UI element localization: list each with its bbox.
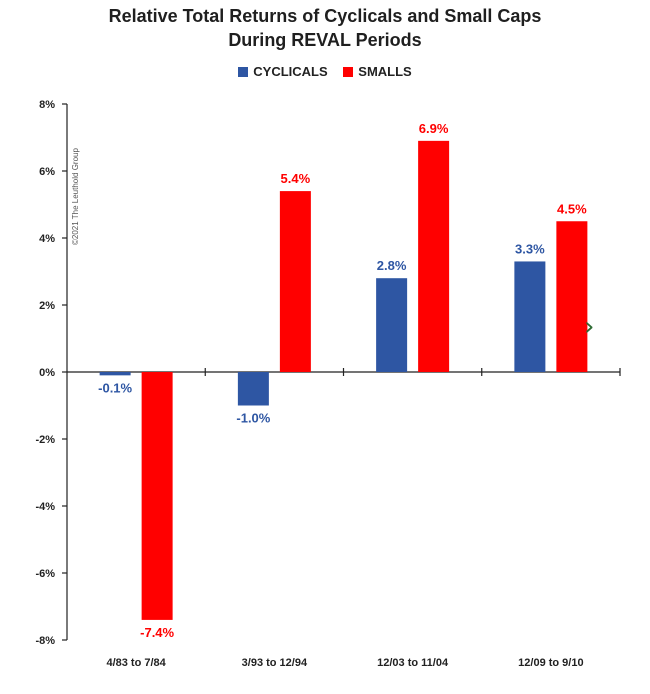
copyright-annotation: ©2021 The Leuthold Group <box>71 148 80 245</box>
legend-label-smalls: SMALLS <box>358 64 412 79</box>
data-label-cyclicals: 3.3% <box>515 241 545 256</box>
data-label-smalls: 5.4% <box>281 171 311 186</box>
bar-cyclicals <box>514 261 546 372</box>
legend-swatch-smalls <box>343 67 354 77</box>
x-tick-label: 4/83 to 7/84 <box>106 657 166 669</box>
bars <box>99 140 588 620</box>
x-tick-label: 12/09 to 9/10 <box>518 657 583 669</box>
data-label-cyclicals: -1.0% <box>236 411 270 426</box>
x-tick-label: 3/93 to 12/94 <box>242 657 308 669</box>
chart-title-line-2: During REVAL Periods <box>228 30 422 50</box>
y-tick-label: 6% <box>39 166 55 178</box>
chevron-right-icon[interactable]: › <box>584 312 594 342</box>
y-tick-label: 8% <box>39 99 55 111</box>
x-tick-label: 12/03 to 11/04 <box>377 657 449 669</box>
bar-cyclicals <box>376 278 408 372</box>
bar-cyclicals <box>237 372 269 406</box>
bar-smalls <box>279 191 311 372</box>
legend-swatch-cyclicals <box>238 67 249 77</box>
chart-title-line-1: Relative Total Returns of Cyclicals and … <box>108 6 542 26</box>
data-label-cyclicals: 2.8% <box>377 258 407 273</box>
y-tick-label: 2% <box>39 300 55 312</box>
data-label-cyclicals: -0.1% <box>98 380 132 395</box>
y-tick-label: -6% <box>35 568 55 580</box>
y-tick-label: 4% <box>39 233 55 245</box>
legend-item-cyclicals: CYCLICALS <box>238 64 328 79</box>
legend-item-smalls: SMALLS <box>343 64 412 79</box>
data-labels: -0.1% -7.4% -1.0% 5.4% 2.8% 6.9% 3.3% 4.5% <box>98 121 587 640</box>
axes: 8% 6% 4% 2% 0% -2% -4% -6% -8% 4/83 to 7/84 3/93 t… <box>35 99 621 669</box>
y-tick-label: -8% <box>35 635 55 647</box>
data-label-smalls: 6.9% <box>419 121 449 136</box>
bar-smalls <box>141 372 173 620</box>
y-tick-label: 0% <box>39 367 55 379</box>
y-tick-label: -4% <box>35 501 55 513</box>
bar-cyclicals <box>99 372 131 376</box>
data-label-smalls: -7.4% <box>140 625 174 640</box>
bar-smalls <box>418 140 450 372</box>
bar-smalls <box>556 221 588 372</box>
y-tick-label: -2% <box>35 434 55 446</box>
legend-label-cyclicals: CYCLICALS <box>253 64 328 79</box>
legend: CYCLICALS SMALLS <box>0 64 650 79</box>
chart-title: Relative Total Returns of Cyclicals and … <box>0 4 650 52</box>
data-label-smalls: 4.5% <box>557 201 587 216</box>
